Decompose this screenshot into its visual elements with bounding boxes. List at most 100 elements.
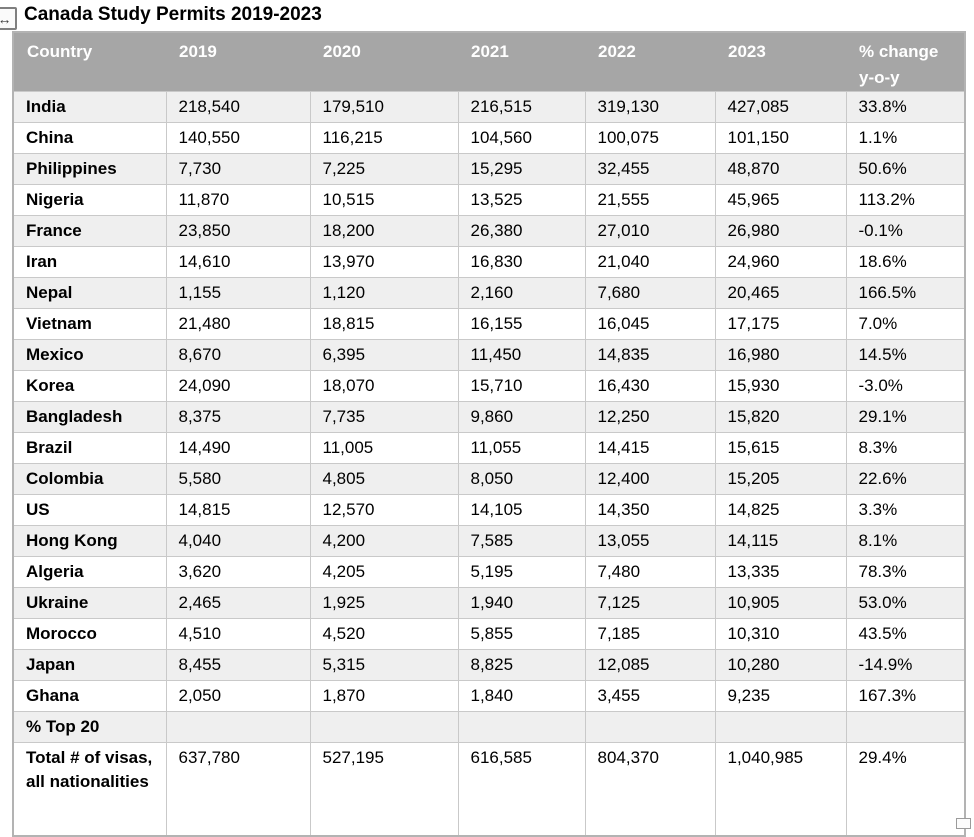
- data-cell[interactable]: [165, 711, 311, 743]
- data-cell[interactable]: -3.0%: [845, 370, 966, 402]
- data-cell[interactable]: 43.5%: [845, 618, 966, 650]
- row-label-cell[interactable]: Korea: [12, 370, 167, 402]
- data-cell[interactable]: 14,610: [165, 246, 311, 278]
- row-label-cell[interactable]: Iran: [12, 246, 167, 278]
- data-cell[interactable]: 16,045: [584, 308, 716, 340]
- data-cell[interactable]: 14,105: [457, 494, 586, 526]
- row-label-cell[interactable]: Algeria: [12, 556, 167, 588]
- row-label-cell[interactable]: Ukraine: [12, 587, 167, 619]
- row-label-cell[interactable]: Bangladesh: [12, 401, 167, 433]
- data-cell[interactable]: 22.6%: [845, 463, 966, 495]
- data-cell[interactable]: 8,825: [457, 649, 586, 681]
- data-cell[interactable]: 216,515: [457, 91, 586, 123]
- column-header-2022[interactable]: 2022: [585, 32, 715, 92]
- data-cell[interactable]: 13,055: [584, 525, 716, 557]
- data-cell[interactable]: [457, 711, 586, 743]
- data-cell[interactable]: 116,215: [309, 122, 459, 154]
- data-cell[interactable]: 27,010: [584, 215, 716, 247]
- data-cell[interactable]: 8.1%: [845, 525, 966, 557]
- data-cell[interactable]: 12,250: [584, 401, 716, 433]
- row-label-cell[interactable]: Morocco: [12, 618, 167, 650]
- data-cell[interactable]: 12,400: [584, 463, 716, 495]
- data-cell[interactable]: 5,580: [165, 463, 311, 495]
- data-cell[interactable]: 15,820: [714, 401, 847, 433]
- data-cell[interactable]: 21,480: [165, 308, 311, 340]
- data-cell[interactable]: 11,005: [309, 432, 459, 464]
- data-cell[interactable]: 10,905: [714, 587, 847, 619]
- data-cell[interactable]: 15,295: [457, 153, 586, 185]
- data-cell[interactable]: 100,075: [584, 122, 716, 154]
- data-cell[interactable]: 20,465: [714, 277, 847, 309]
- data-cell[interactable]: 33.8%: [845, 91, 966, 123]
- data-cell[interactable]: 4,200: [309, 525, 459, 557]
- column-header-2019[interactable]: 2019: [166, 32, 310, 92]
- data-cell[interactable]: 14,115: [714, 525, 847, 557]
- data-cell[interactable]: 10,280: [714, 649, 847, 681]
- data-cell[interactable]: 3,620: [165, 556, 311, 588]
- data-cell[interactable]: 5,195: [457, 556, 586, 588]
- data-cell[interactable]: 15,615: [714, 432, 847, 464]
- data-cell[interactable]: 45,965: [714, 184, 847, 216]
- data-cell[interactable]: 2,160: [457, 277, 586, 309]
- data-cell[interactable]: 48,870: [714, 153, 847, 185]
- data-cell[interactable]: 8,670: [165, 339, 311, 371]
- data-cell[interactable]: 1,925: [309, 587, 459, 619]
- data-cell[interactable]: 11,450: [457, 339, 586, 371]
- data-cell[interactable]: 7,225: [309, 153, 459, 185]
- data-cell[interactable]: 24,960: [714, 246, 847, 278]
- data-cell[interactable]: 12,570: [309, 494, 459, 526]
- data-cell[interactable]: 14.5%: [845, 339, 966, 371]
- data-cell[interactable]: 9,235: [714, 680, 847, 712]
- data-cell[interactable]: 24,090: [165, 370, 311, 402]
- data-cell[interactable]: 50.6%: [845, 153, 966, 185]
- row-label-cell[interactable]: Nepal: [12, 277, 167, 309]
- data-cell[interactable]: 18,815: [309, 308, 459, 340]
- data-cell[interactable]: 1,940: [457, 587, 586, 619]
- data-cell[interactable]: 14,490: [165, 432, 311, 464]
- data-cell[interactable]: [309, 711, 459, 743]
- data-cell[interactable]: 17,175: [714, 308, 847, 340]
- data-cell[interactable]: 32,455: [584, 153, 716, 185]
- data-cell[interactable]: 3,455: [584, 680, 716, 712]
- data-cell[interactable]: 804,370: [584, 742, 716, 837]
- data-cell[interactable]: 29.4%: [845, 742, 966, 837]
- data-cell[interactable]: 10,310: [714, 618, 847, 650]
- data-cell[interactable]: 14,815: [165, 494, 311, 526]
- row-label-cell[interactable]: Philippines: [12, 153, 167, 185]
- data-cell[interactable]: 140,550: [165, 122, 311, 154]
- row-label-cell[interactable]: Vietnam: [12, 308, 167, 340]
- data-cell[interactable]: 7,480: [584, 556, 716, 588]
- data-cell[interactable]: 218,540: [165, 91, 311, 123]
- row-label-cell[interactable]: India: [12, 91, 167, 123]
- data-cell[interactable]: 15,710: [457, 370, 586, 402]
- column-header-2020[interactable]: 2020: [310, 32, 458, 92]
- data-cell[interactable]: 427,085: [714, 91, 847, 123]
- data-cell[interactable]: 16,430: [584, 370, 716, 402]
- data-cell[interactable]: 8.3%: [845, 432, 966, 464]
- data-cell[interactable]: 1,155: [165, 277, 311, 309]
- data-cell[interactable]: 26,380: [457, 215, 586, 247]
- data-cell[interactable]: 4,205: [309, 556, 459, 588]
- column-header-pct-change[interactable]: % change y-o-y: [846, 32, 965, 92]
- data-cell[interactable]: [845, 711, 966, 743]
- data-cell[interactable]: 4,520: [309, 618, 459, 650]
- data-cell[interactable]: 104,560: [457, 122, 586, 154]
- data-cell[interactable]: 21,555: [584, 184, 716, 216]
- data-cell[interactable]: [584, 711, 716, 743]
- data-cell[interactable]: 4,805: [309, 463, 459, 495]
- data-cell[interactable]: 5,315: [309, 649, 459, 681]
- data-cell[interactable]: 167.3%: [845, 680, 966, 712]
- data-cell[interactable]: 7,680: [584, 277, 716, 309]
- data-cell[interactable]: 527,195: [309, 742, 459, 837]
- data-cell[interactable]: 7,585: [457, 525, 586, 557]
- data-cell[interactable]: 15,205: [714, 463, 847, 495]
- data-cell[interactable]: 7,730: [165, 153, 311, 185]
- row-label-cell[interactable]: China: [12, 122, 167, 154]
- data-cell[interactable]: 1.1%: [845, 122, 966, 154]
- data-cell[interactable]: 16,980: [714, 339, 847, 371]
- data-cell[interactable]: 8,050: [457, 463, 586, 495]
- data-cell[interactable]: 6,395: [309, 339, 459, 371]
- data-cell[interactable]: 4,510: [165, 618, 311, 650]
- data-cell[interactable]: 12,085: [584, 649, 716, 681]
- data-cell[interactable]: 5,855: [457, 618, 586, 650]
